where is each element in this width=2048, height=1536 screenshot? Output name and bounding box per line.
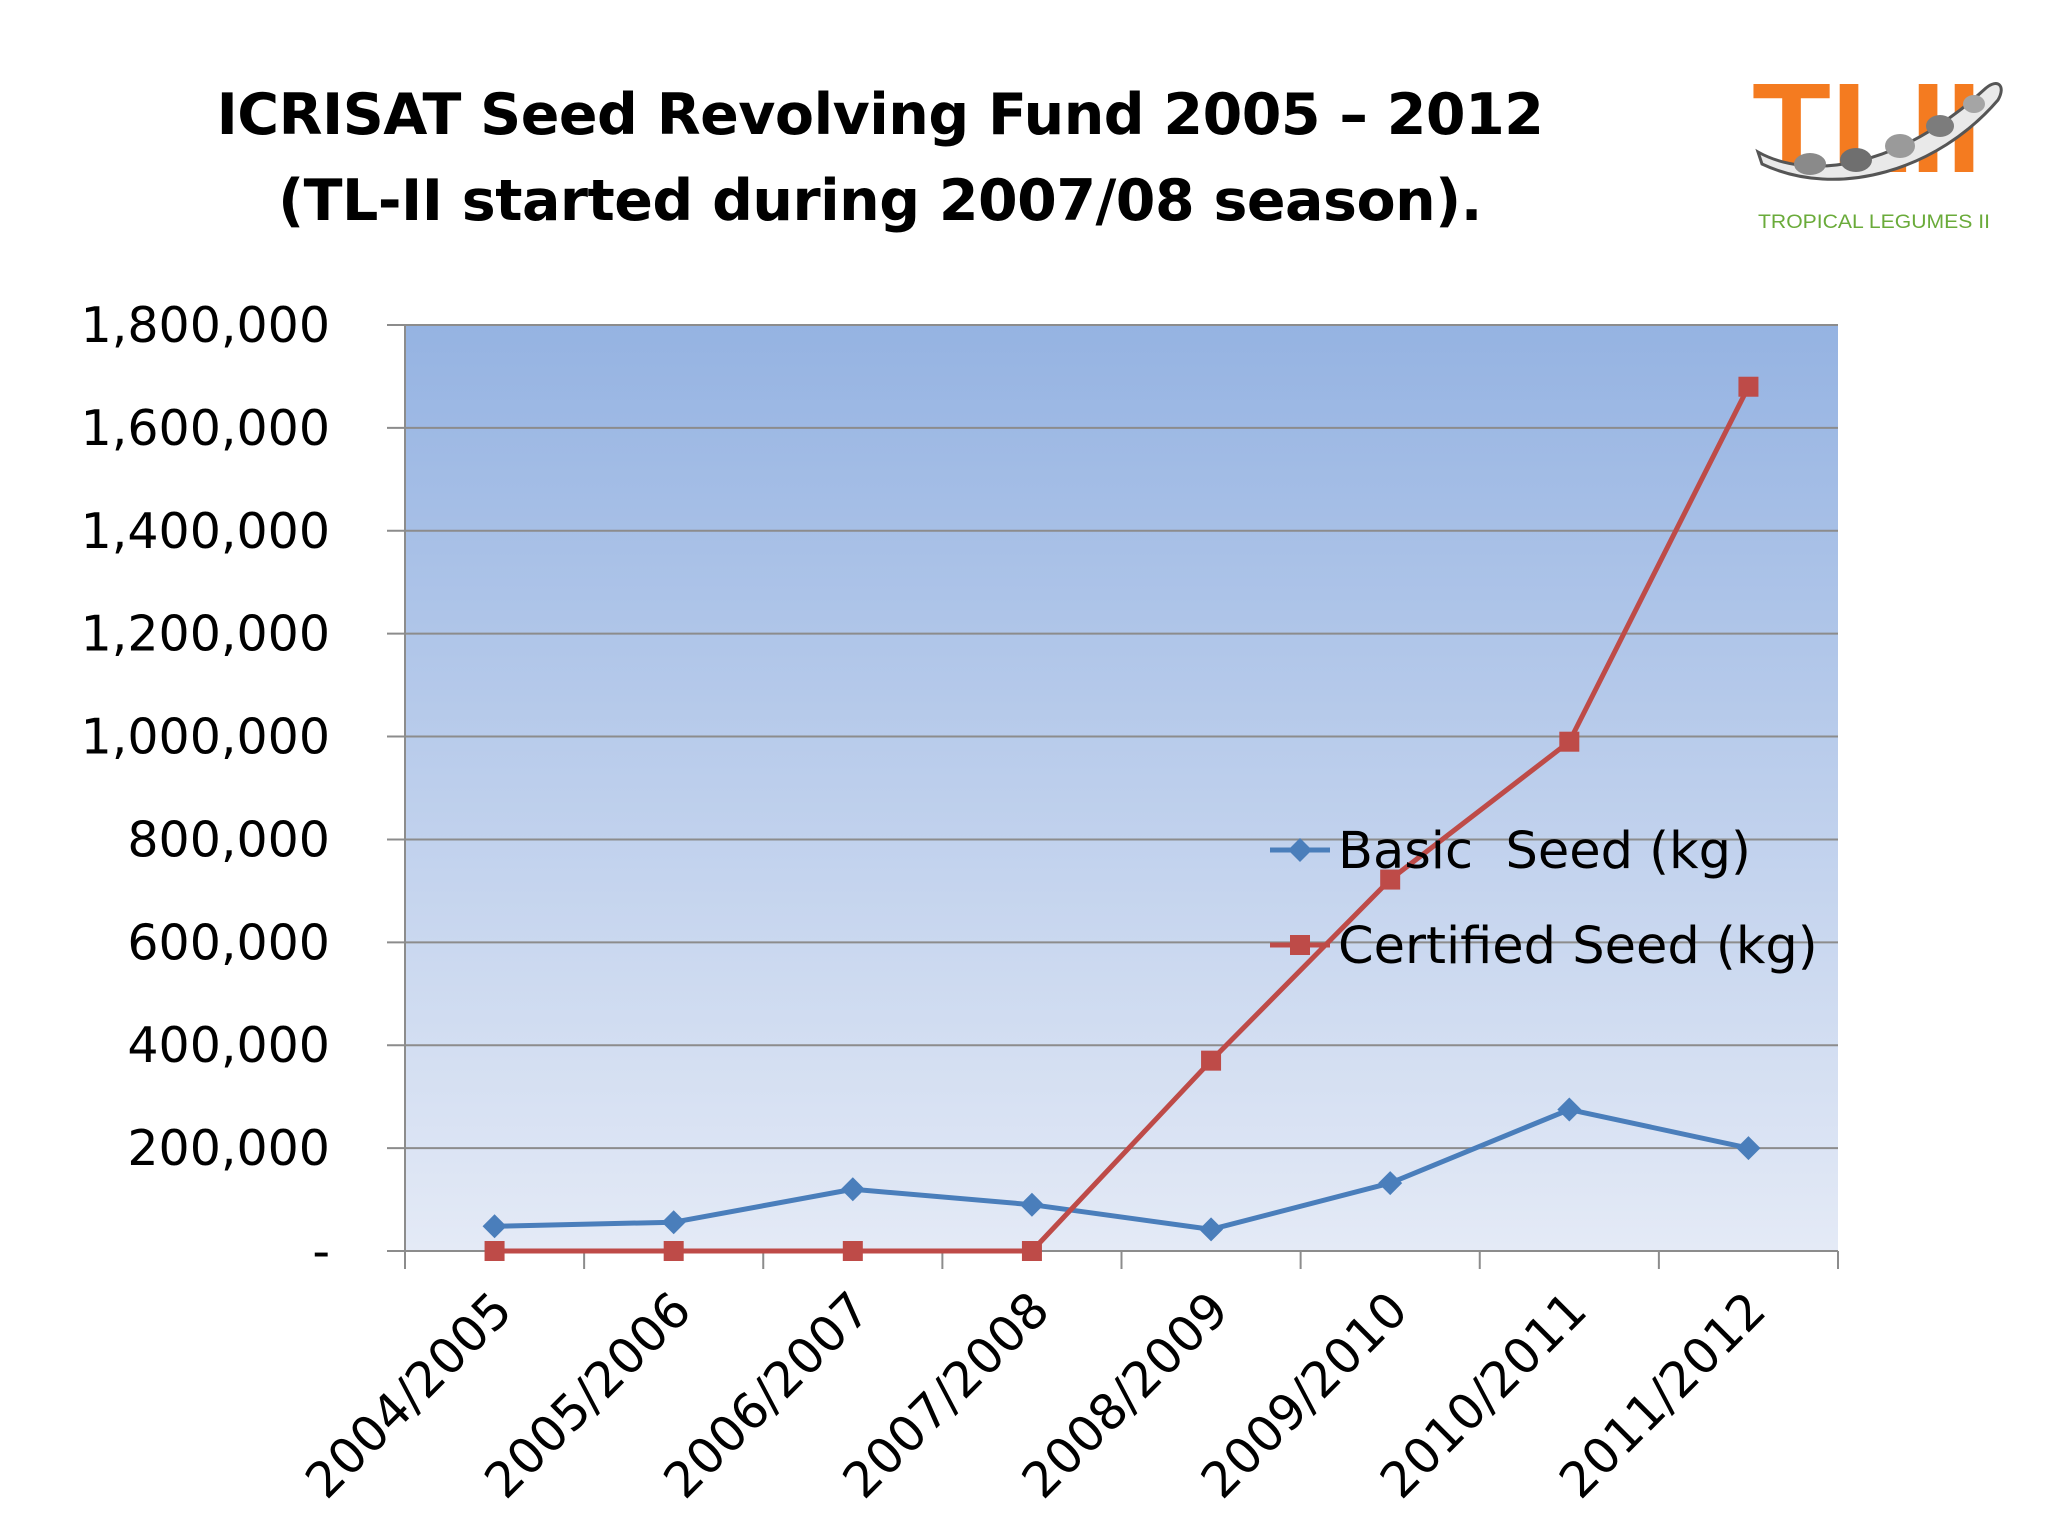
slide-title-line2: (TL-II started during 2007/08 season). [278, 168, 1482, 234]
legend-item: Certified Seed (kg) [1270, 917, 1818, 976]
data-point [1378, 1171, 1403, 1196]
y-tick-label: 800,000 [127, 811, 330, 868]
y-tick-label: 1,800,000 [81, 297, 330, 354]
series-certified-seed [484, 376, 1759, 1261]
y-tick-label: - [312, 1223, 330, 1280]
tl2-logo: TLII TROPICAL LEGUMES II [1752, 60, 2003, 233]
y-tick-label: 1,000,000 [81, 709, 330, 766]
series-group [482, 376, 1761, 1261]
y-tick-label: 1,400,000 [81, 503, 330, 560]
x-axis-tick-labels: 2004/20052005/20062006/20072007/20082008… [295, 1281, 1777, 1509]
data-point [1201, 1050, 1222, 1071]
legend-label: Basic Seed (kg) [1338, 822, 1751, 881]
legume-pod-icon [1755, 82, 2003, 181]
logo-caption: TROPICAL LEGUMES II [1758, 212, 1990, 233]
y-axis-tick-labels: - 200,000 400,000 600,000 800,000 1,000,000 1,… [81, 297, 330, 1280]
series-line [494, 385, 1751, 1254]
series-line [494, 1107, 1749, 1232]
data-point [1199, 1217, 1224, 1242]
slide-title: ICRISAT Seed Revolving Fund 2005 – 2012 … [200, 72, 1560, 244]
plot-area [405, 325, 1838, 1251]
legend-label: Certified Seed (kg) [1338, 917, 1818, 976]
y-tick-label: 400,000 [127, 1017, 330, 1074]
y-tick-label: 1,200,000 [81, 606, 330, 663]
y-tick-label: 200,000 [127, 1120, 330, 1177]
data-point [1736, 1136, 1761, 1161]
data-point [1559, 731, 1580, 752]
data-point [482, 1214, 507, 1239]
data-point [1021, 1241, 1042, 1261]
data-point [663, 1241, 684, 1261]
y-tick-label: 600,000 [127, 914, 330, 971]
data-point [840, 1177, 865, 1202]
data-point [1380, 869, 1401, 890]
data-point [1019, 1192, 1044, 1217]
data-point [661, 1210, 686, 1235]
y-tick-label: 1,600,000 [81, 400, 330, 457]
data-point [1738, 376, 1759, 397]
data-point [1557, 1097, 1582, 1122]
legend: Basic Seed (kg) Certified Seed (kg) [1270, 822, 1818, 976]
series-basic-seed [482, 1097, 1761, 1242]
legend-marker [1288, 838, 1312, 862]
data-point [484, 1241, 505, 1261]
slide-title-line1: ICRISAT Seed Revolving Fund 2005 – 2012 [216, 82, 1544, 148]
gridlines [405, 324, 1838, 1150]
legend-item: Basic Seed (kg) [1270, 822, 1751, 881]
data-point [842, 1241, 863, 1261]
legend-marker [1290, 935, 1310, 955]
